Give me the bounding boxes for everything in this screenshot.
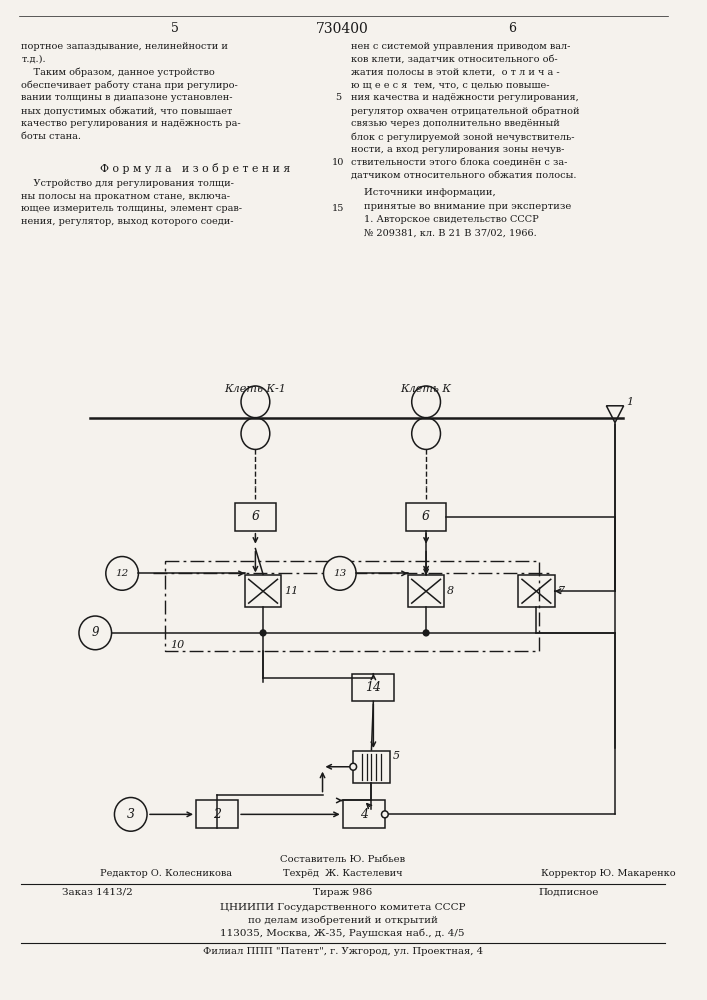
Text: 8: 8 xyxy=(448,586,455,596)
Text: 5: 5 xyxy=(392,751,399,761)
Text: 9: 9 xyxy=(91,626,99,639)
Text: 12: 12 xyxy=(115,569,129,578)
Text: Корректор Ю. Макаренко: Корректор Ю. Макаренко xyxy=(541,869,676,878)
Text: 1: 1 xyxy=(626,397,633,407)
Text: ных допустимых обжатий, что повышает: ных допустимых обжатий, что повышает xyxy=(21,106,233,116)
Bar xyxy=(245,575,281,607)
Text: Филиал ППП "Патент", г. Ужгород, ул. Проектная, 4: Филиал ППП "Патент", г. Ужгород, ул. Про… xyxy=(203,947,483,956)
Text: Ф о р м у л а   и з о б р е т е н и я: Ф о р м у л а и з о б р е т е н и я xyxy=(100,163,291,174)
Text: № 209381, кл. В 21 В 37/02, 1966.: № 209381, кл. В 21 В 37/02, 1966. xyxy=(364,229,537,238)
Text: Заказ 1413/2: Заказ 1413/2 xyxy=(62,888,132,897)
Text: Устройство для регулирования толщи-: Устройство для регулирования толщи- xyxy=(21,179,234,188)
Text: Составитель Ю. Рыбьев: Составитель Ю. Рыбьев xyxy=(280,855,405,864)
Text: 2: 2 xyxy=(213,808,221,821)
Text: связью через дополнительно введённый: связью через дополнительно введённый xyxy=(351,119,560,128)
Text: 6: 6 xyxy=(508,22,516,35)
Text: жатия полосы в этой клети,  о т л и ч а -: жатия полосы в этой клети, о т л и ч а - xyxy=(351,68,560,77)
Text: блок с регулируемой зоной нечувствитель-: блок с регулируемой зоной нечувствитель- xyxy=(351,132,575,142)
Text: ны полосы на прокатном стане, включа-: ны полосы на прокатном стане, включа- xyxy=(21,192,230,201)
Text: ков клети, задатчик относительного об-: ков клети, задатчик относительного об- xyxy=(351,55,558,64)
Text: вании толщины в диапазоне установлен-: вании толщины в диапазоне установлен- xyxy=(21,93,233,102)
Text: 11: 11 xyxy=(284,586,298,596)
Bar xyxy=(343,800,385,828)
Text: 1. Авторское свидетельство СССР: 1. Авторское свидетельство СССР xyxy=(364,215,539,224)
Text: 3: 3 xyxy=(127,808,135,821)
Text: принятые во внимание при экспертизе: принятые во внимание при экспертизе xyxy=(364,202,571,211)
Circle shape xyxy=(350,763,356,770)
Circle shape xyxy=(324,557,356,590)
Text: ния качества и надёжности регулирования,: ния качества и надёжности регулирования, xyxy=(351,93,579,102)
Text: 15: 15 xyxy=(332,204,344,213)
Text: Тираж 986: Тираж 986 xyxy=(313,888,373,897)
Text: 13: 13 xyxy=(333,569,346,578)
Text: ствительности этого блока соединён с за-: ствительности этого блока соединён с за- xyxy=(351,158,568,167)
Text: Клеть К: Клеть К xyxy=(401,384,452,394)
Text: 7: 7 xyxy=(558,586,565,596)
Bar xyxy=(165,561,539,651)
Text: 5: 5 xyxy=(171,22,179,35)
Text: 6: 6 xyxy=(252,510,259,523)
Text: ю щ е е с я  тем, что, с целью повыше-: ю щ е е с я тем, что, с целью повыше- xyxy=(351,81,550,90)
Bar xyxy=(518,575,554,607)
Circle shape xyxy=(260,630,266,636)
Text: ющее измеритель толщины, элемент срав-: ющее измеритель толщины, элемент срав- xyxy=(21,204,243,213)
Text: Подписное: Подписное xyxy=(538,888,599,897)
Text: 4: 4 xyxy=(360,808,368,821)
Text: боты стана.: боты стана. xyxy=(21,132,81,141)
Bar xyxy=(354,751,390,783)
Text: 113035, Москва, Ж-35, Раушская наб., д. 4/5: 113035, Москва, Ж-35, Раушская наб., д. … xyxy=(221,928,465,938)
Text: Источники информации,: Источники информации, xyxy=(364,188,496,197)
Text: 14: 14 xyxy=(366,681,381,694)
Text: нен с системой управления приводом вал-: нен с системой управления приводом вал- xyxy=(351,42,571,51)
Circle shape xyxy=(423,630,429,636)
Text: нения, регулятор, выход которого соеди-: нения, регулятор, выход которого соеди- xyxy=(21,217,234,226)
Text: датчиком относительного обжатия полосы.: датчиком относительного обжатия полосы. xyxy=(351,171,577,180)
Text: Техрёд  Ж. Кастелевич: Техрёд Ж. Кастелевич xyxy=(283,869,402,878)
Text: 10: 10 xyxy=(170,640,185,650)
Text: регулятор охвачен отрицательной обратной: регулятор охвачен отрицательной обратной xyxy=(351,106,580,116)
Circle shape xyxy=(79,616,112,650)
Text: Клеть К-1: Клеть К-1 xyxy=(224,384,286,394)
Circle shape xyxy=(382,811,388,818)
Bar xyxy=(352,674,395,701)
Bar xyxy=(196,800,238,828)
Text: ЦНИИПИ Государственного комитета СССР: ЦНИИПИ Государственного комитета СССР xyxy=(220,903,465,912)
Text: Редактор О. Колесникова: Редактор О. Колесникова xyxy=(100,869,232,878)
Text: т.д.).: т.д.). xyxy=(21,55,46,64)
Bar xyxy=(406,503,446,531)
Text: качество регулирования и надёжность ра-: качество регулирования и надёжность ра- xyxy=(21,119,241,128)
Bar xyxy=(235,503,276,531)
Text: 5: 5 xyxy=(335,93,341,102)
Text: по делам изобретений и открытий: по делам изобретений и открытий xyxy=(247,916,438,925)
Circle shape xyxy=(106,557,139,590)
Text: 730400: 730400 xyxy=(316,22,369,36)
Bar xyxy=(408,575,444,607)
Circle shape xyxy=(115,798,147,831)
Text: портное запаздывание, нелинейности и: портное запаздывание, нелинейности и xyxy=(21,42,228,51)
Text: ности, а вход регулирования зоны нечув-: ности, а вход регулирования зоны нечув- xyxy=(351,145,565,154)
Text: 6: 6 xyxy=(422,510,430,523)
Text: 10: 10 xyxy=(332,158,344,167)
Text: обеспечивает работу стана при регулиро-: обеспечивает работу стана при регулиро- xyxy=(21,81,238,90)
Text: Таким образом, данное устройство: Таким образом, данное устройство xyxy=(21,68,215,77)
